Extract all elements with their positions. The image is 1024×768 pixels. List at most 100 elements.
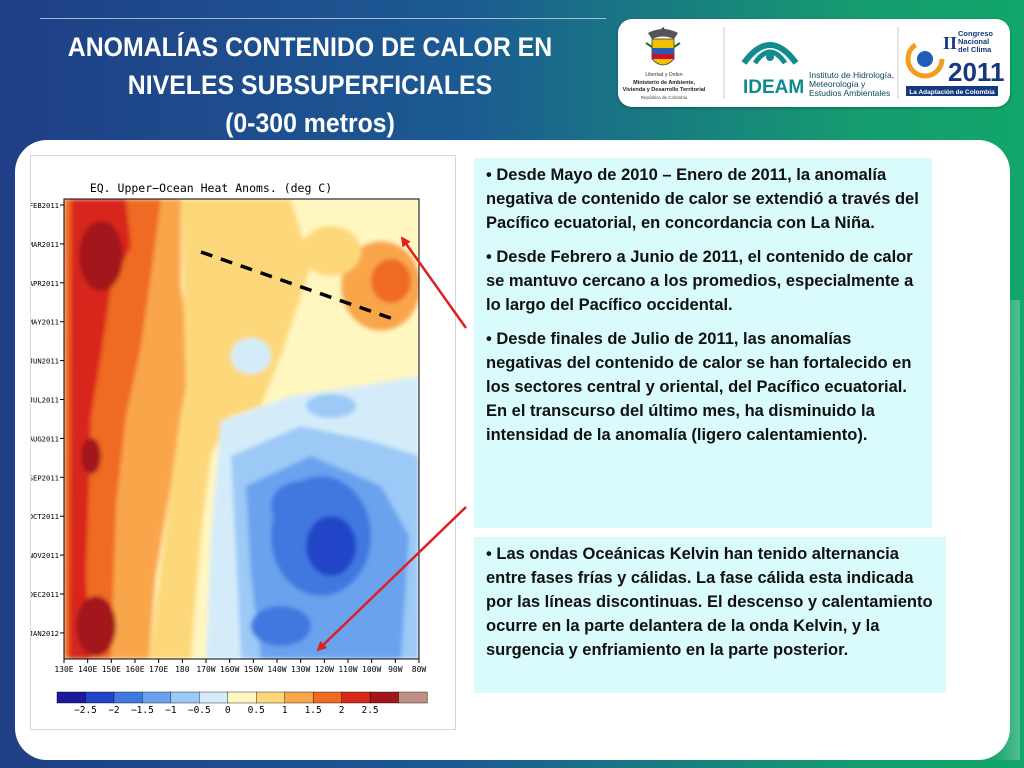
panel-edge-shadow — [990, 300, 1020, 760]
colorbar-swatch — [227, 691, 257, 704]
colorbar-label: 1 — [282, 705, 288, 716]
heatmap-patch — [76, 596, 116, 656]
y-tick-label: APR2011 — [31, 279, 59, 288]
heatmap-patch — [79, 221, 123, 291]
x-tick-label: 130W — [291, 665, 310, 674]
text-box-1: • Desde Mayo de 2010 – Enero de 2011, la… — [474, 158, 932, 528]
y-tick-label: SEP2011 — [31, 473, 59, 482]
colorbar-label: −2.5 — [74, 705, 97, 716]
gov-text-2: Ministerio de Ambiente, — [633, 80, 695, 86]
colorbar-label: 2 — [339, 705, 345, 716]
x-tick-label: 180 — [175, 665, 190, 674]
heatmap-patch — [306, 394, 356, 418]
title-rule — [40, 18, 606, 19]
bullet-1: • Desde Mayo de 2010 – Enero de 2011, la… — [486, 166, 919, 232]
logos-svg: Libertad y Orden Ministerio de Ambiente,… — [623, 27, 1004, 100]
ideam-name: IDEAM — [743, 77, 804, 98]
x-tick-label: 160E — [125, 665, 144, 674]
colorbar: −2.5 −2 −1.5 −1 −0.5 0 0.5 1 1.5 2 2.5 — [56, 691, 428, 716]
heatmap-patch — [301, 226, 361, 276]
heatmap-patch — [306, 516, 356, 576]
colorbar-swatch — [312, 691, 343, 704]
congress-word-3: del Clima — [958, 45, 992, 54]
x-tick-label: 100W — [362, 665, 381, 674]
ideam-text-3: Estudios Ambientales — [809, 88, 890, 98]
colorbar-label: 0 — [225, 705, 231, 716]
heatmap-patch — [251, 606, 311, 646]
y-tick-label: NOV2011 — [31, 551, 59, 560]
colorbar-label: 1.5 — [305, 705, 322, 716]
x-tick-label: 150W — [244, 665, 263, 674]
congress-roman: II — [943, 33, 957, 53]
plot-border — [63, 198, 420, 660]
heatmap-patch — [81, 438, 101, 474]
congress-word-1: Congreso — [958, 29, 993, 38]
y-tick-label: AUG2011 — [31, 434, 59, 443]
congress-year: 2011 — [948, 57, 1004, 87]
y-tick-label: JAN2012 — [31, 629, 59, 638]
x-tick-label: 130E — [54, 665, 73, 674]
heatmap-patch — [149, 199, 311, 659]
kelvin-wave-dashed-line — [200, 250, 400, 323]
x-tick-label: 90W — [388, 665, 403, 674]
congress-subtitle-bar — [906, 86, 998, 96]
bullet-2: • Desde Febrero a Junio de 2011, el cont… — [486, 248, 914, 314]
colorbar-swatch — [284, 691, 314, 704]
chart-frame: EQ. Upper−Ocean Heat Anoms. (deg C) FEB2… — [29, 155, 456, 730]
y-tick-label: JUN2011 — [31, 357, 59, 366]
x-tick-label: 120W — [315, 665, 334, 674]
ideam-logo-icon — [741, 42, 799, 65]
hovmoller-chart: EQ. Upper−Ocean Heat Anoms. (deg C) FEB2… — [29, 181, 428, 716]
title-line-2: NIVELES SUBSUPERFICIALES — [127, 70, 493, 100]
y-tick-label: DEC2011 — [31, 590, 59, 599]
colorbar-label: −1.5 — [131, 705, 154, 716]
x-tick-label: 110W — [338, 665, 357, 674]
ideam-text-2: Meteorología y — [809, 79, 866, 89]
colorbar-swatch — [56, 691, 87, 704]
x-tick-label: 140W — [267, 665, 286, 674]
colorbar-label: −2 — [108, 705, 119, 716]
congress-word-2: Nacional — [958, 37, 989, 46]
x-tick-label: 170W — [196, 665, 215, 674]
colorbar-swatch — [256, 691, 286, 704]
x-tick-label: 170E — [149, 665, 168, 674]
colorbar-swatch — [142, 691, 172, 704]
colorbar-label: 2.5 — [361, 705, 378, 716]
colorbar-swatch — [170, 691, 200, 704]
colorbar-label: −1 — [165, 705, 177, 716]
ideam-text-1: Instituto de Hidrología, — [809, 70, 894, 80]
y-tick-label: JUL2011 — [31, 396, 59, 405]
colorbar-label: −0.5 — [188, 705, 211, 716]
colorbar-swatch — [398, 691, 428, 704]
title-line-1: ANOMALÍAS CONTENIDO DE CALOR EN — [67, 32, 553, 62]
title-line-3: (0-300 metros) — [225, 108, 395, 138]
colorbar-swatch — [199, 691, 229, 704]
congress-subtitle: La Adaptación de Colombia — [909, 89, 995, 96]
y-tick-label: FEB2011 — [31, 201, 59, 210]
heatmap-patch — [336, 608, 386, 644]
heatmap-patch — [371, 259, 411, 303]
bullet-kelvin: • Las ondas Oceánicas Kelvin han tenido … — [486, 545, 933, 659]
slide-title: ANOMALÍAS CONTENIDO DE CALOR EN NIVELES … — [43, 28, 577, 142]
logo-panel: Libertad y Orden Ministerio de Ambiente,… — [618, 19, 1010, 107]
colorbar-swatch — [113, 691, 143, 704]
colorbar-label: 0.5 — [248, 705, 265, 716]
gov-text-4: República de Colombia — [641, 95, 688, 100]
bullet-3: • Desde finales de Julio de 2011, las an… — [486, 330, 912, 444]
text-box-2: • Las ondas Oceánicas Kelvin han tenido … — [474, 537, 946, 693]
gov-text-3: Vivienda y Desarrollo Territorial — [623, 87, 706, 93]
x-tick-label: 150E — [102, 665, 121, 674]
heatmap-patch — [271, 481, 331, 531]
colorbar-swatch — [341, 691, 371, 704]
y-tick-label: MAR2011 — [31, 240, 59, 249]
x-tick-label: 160W — [220, 665, 239, 674]
x-axis: 130E 140E 150E 160E 170E 180 170W 160W 150W 140W 1… — [54, 659, 426, 674]
congress-logo-icon — [905, 39, 945, 79]
x-tick-label: 80W — [412, 665, 427, 674]
chart-title: EQ. Upper−Ocean Heat Anoms. (deg C) — [90, 181, 332, 195]
heatmap-patch — [231, 338, 271, 374]
heatmap-patch — [69, 199, 131, 659]
y-tick-label: MAY2011 — [31, 318, 59, 327]
coat-of-arms-icon — [645, 27, 681, 66]
y-tick-label: OCT2011 — [31, 512, 59, 521]
